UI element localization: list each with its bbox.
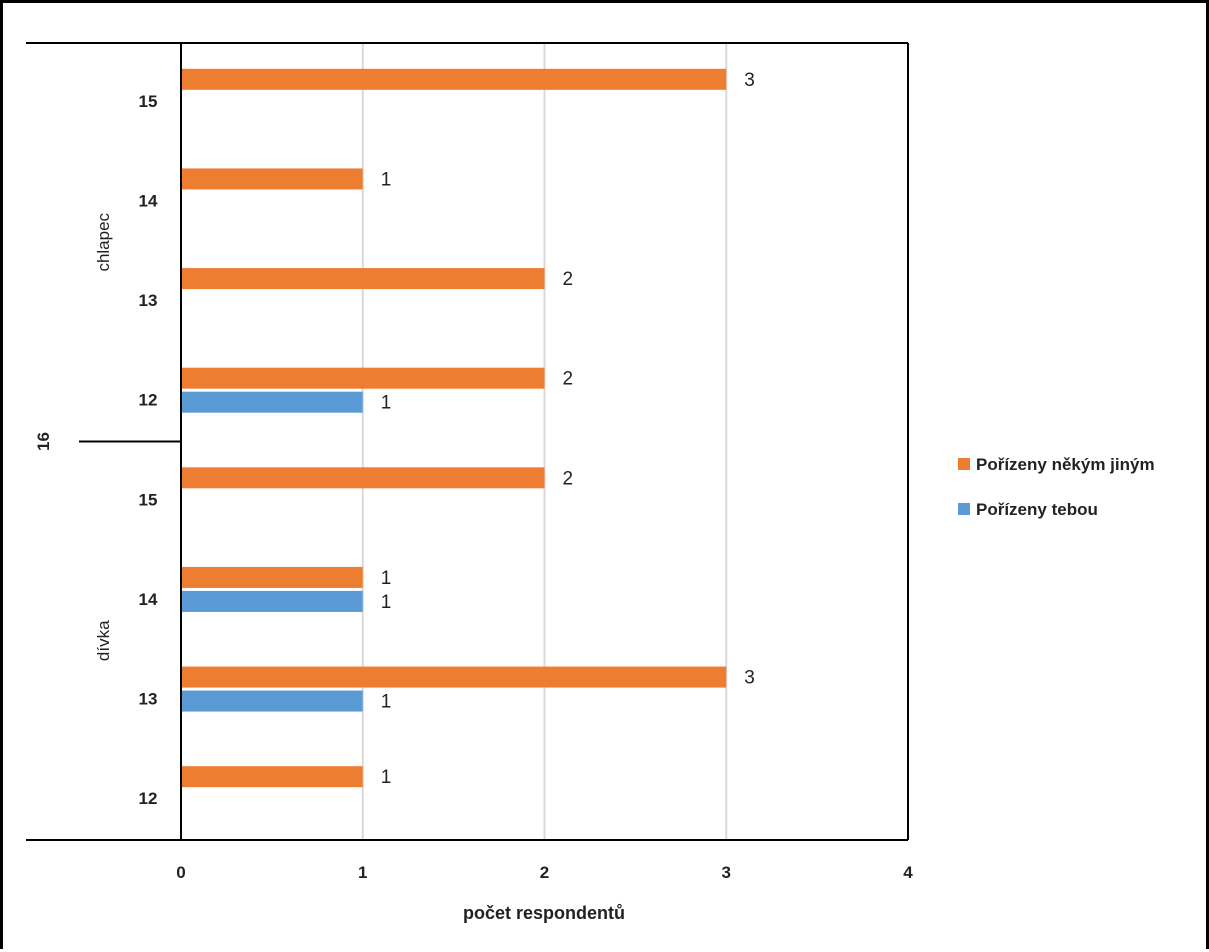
bar-orange (181, 566, 363, 588)
data-label: 1 (381, 393, 392, 414)
legend-label-orange: Pořízeny někým jiným (976, 455, 1155, 474)
x-tick-label: 4 (903, 863, 913, 882)
legend-label-blue: Pořízeny tebou (976, 500, 1098, 519)
labels: 0 1 2 3 41531411321221chlapec15214111331121d… (34, 70, 913, 882)
bar-orange (181, 666, 727, 688)
bar-orange (181, 367, 545, 389)
legend: Pořízeny někým jiným Pořízeny tebou (958, 455, 1155, 519)
bar-orange (181, 68, 727, 90)
data-label: 3 (744, 668, 755, 689)
chart-svg: 0 1 2 3 41531411321221chlapec15214111331121d… (26, 42, 1155, 923)
bar-orange (181, 168, 363, 190)
data-label: 2 (563, 269, 574, 290)
data-label: 2 (563, 369, 574, 390)
y-category-label: 13 (139, 291, 158, 310)
group-label: chlapec (94, 212, 113, 271)
y-category-label: 14 (139, 191, 158, 210)
y-category-label: 13 (139, 690, 158, 709)
group-label: dívka (94, 620, 113, 661)
bar-orange (181, 766, 363, 788)
data-label: 1 (381, 692, 392, 713)
bar-blue (181, 590, 363, 612)
y-category-label: 12 (139, 391, 158, 410)
y-category-label: 15 (139, 490, 158, 509)
x-tick-label: 1 (358, 863, 367, 882)
x-tick-label: 0 (176, 863, 185, 882)
y-category-label: 14 (139, 590, 158, 609)
bar-orange (181, 467, 545, 489)
data-label: 1 (381, 169, 392, 190)
data-label: 1 (381, 767, 392, 788)
legend-swatch-orange (958, 458, 970, 470)
bar-blue (181, 690, 363, 712)
bar-orange (181, 268, 545, 290)
x-tick-label: 2 (540, 863, 549, 882)
y-category-label: 12 (139, 789, 158, 808)
y-category-label: 15 (139, 92, 158, 111)
gridlines (361, 43, 909, 840)
x-tick-label: 3 (722, 863, 731, 882)
axes (26, 42, 909, 841)
x-axis-title: počet respondentů (463, 903, 625, 923)
data-label: 3 (744, 70, 755, 91)
data-label: 2 (563, 468, 574, 489)
bar-blue (181, 391, 363, 413)
legend-swatch-blue (958, 503, 970, 515)
bars (181, 68, 727, 788)
data-label: 1 (381, 568, 392, 589)
outer-category-label: 16 (34, 432, 53, 451)
data-label: 1 (381, 592, 392, 613)
